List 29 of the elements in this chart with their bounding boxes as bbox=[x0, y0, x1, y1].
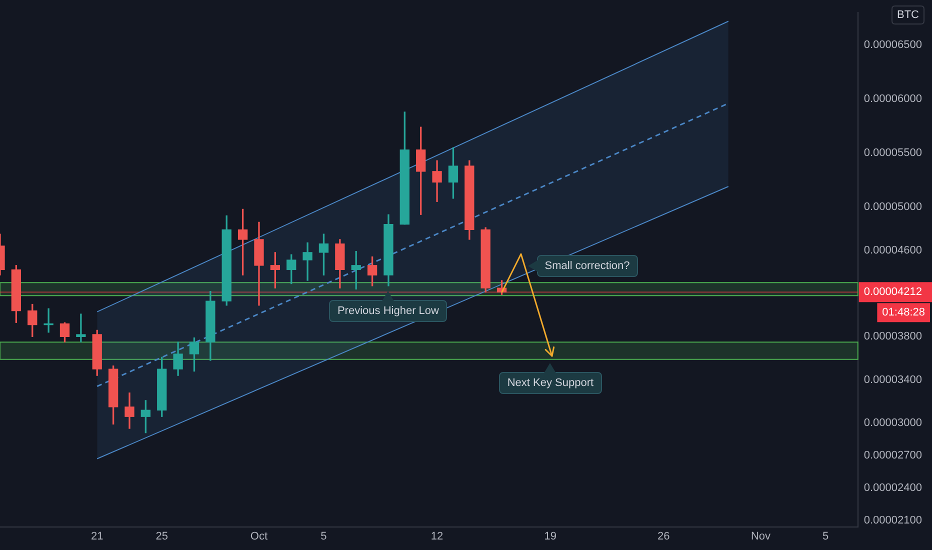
candlestick bbox=[76, 314, 86, 342]
x-tick-label: 21 bbox=[90, 530, 104, 542]
y-tick-label: 0.00003000 bbox=[864, 417, 922, 430]
y-tick-label: 0.00003400 bbox=[864, 374, 922, 386]
y-tick-label: 0.00006500 bbox=[864, 39, 922, 52]
x-tick-label: 25 bbox=[156, 530, 168, 542]
y-tick-label: 0.00002700 bbox=[864, 450, 922, 462]
y-tick-label: 0.00002100 bbox=[864, 514, 922, 526]
annotation: Small correction? bbox=[536, 255, 638, 278]
annotation: Next Key Support bbox=[499, 372, 602, 394]
x-tick-label: 26 bbox=[658, 530, 670, 542]
x-tick-label: 5 bbox=[320, 530, 327, 542]
x-tick-label: 12 bbox=[430, 530, 444, 542]
x-tick-label: 5 bbox=[822, 530, 829, 542]
y-tick-label: 0.00004600 bbox=[864, 244, 922, 256]
x-tick-label: 19 bbox=[544, 530, 556, 542]
y-tick-label: 0.00005500 bbox=[864, 147, 922, 160]
x-tick-label: Nov bbox=[750, 530, 772, 542]
candlestick bbox=[302, 242, 312, 281]
y-tick-label: 0.00005000 bbox=[864, 201, 922, 214]
ref-line-label: 0.00004212 bbox=[864, 286, 922, 298]
y-tick-label: 0.00006000 bbox=[864, 93, 922, 106]
x-tick-label: Oct bbox=[250, 530, 268, 542]
y-tick-label: 0.00002400 bbox=[864, 482, 922, 494]
annotation: Previous Higher Low bbox=[329, 300, 447, 322]
y-tick-label: 0.00003800 bbox=[864, 330, 922, 343]
text: 01:48:28 bbox=[882, 306, 926, 319]
y-axis-title: BTC bbox=[897, 9, 920, 22]
candlestick bbox=[44, 308, 54, 333]
